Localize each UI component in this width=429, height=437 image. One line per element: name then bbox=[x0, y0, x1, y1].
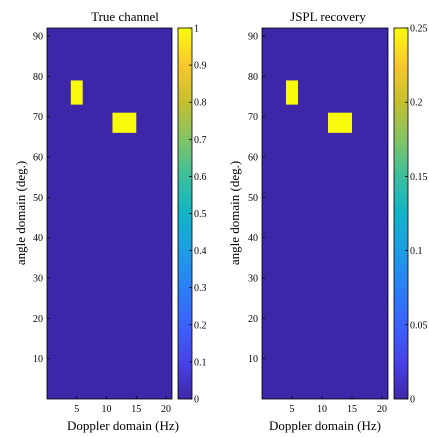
colorbar: 0 0.1 0.2 0.3 0.4 0.5 0.6 0.7 0.8 0.9 1 bbox=[177, 24, 207, 406]
y-tick-label: 80 bbox=[33, 72, 43, 83]
x-tick-label: 10 bbox=[317, 404, 327, 415]
chart-title: True channel bbox=[91, 9, 159, 24]
colorbar-tick-label: 0.1 bbox=[194, 357, 207, 368]
x-tick-label: 20 bbox=[161, 404, 171, 415]
y-tick-label: 20 bbox=[248, 314, 258, 325]
y-tick-label: 60 bbox=[33, 153, 43, 164]
colorbar-ticks: 0 0.1 0.2 0.3 0.4 0.5 0.6 0.7 0.8 0.9 1 bbox=[189, 24, 207, 406]
y-tick-label: 10 bbox=[33, 354, 43, 365]
y-tick-label: 30 bbox=[248, 274, 258, 285]
y-tick-label: 60 bbox=[248, 153, 258, 164]
x-axis-ticks: 5 10 15 20 bbox=[290, 396, 387, 415]
y-tick-label: 70 bbox=[33, 112, 43, 123]
y-axis-ticks: 10 20 30 40 50 60 70 80 90 bbox=[33, 32, 50, 365]
y-axis-ticks: 10 20 30 40 50 60 70 80 90 bbox=[248, 32, 265, 365]
y-tick-label: 90 bbox=[33, 32, 43, 43]
colorbar-tick-label: 0.9 bbox=[194, 61, 207, 72]
colorbar-tick-label: 0.7 bbox=[194, 135, 207, 146]
plot-frame bbox=[261, 27, 389, 400]
colorbar-tick-label: 0.2 bbox=[194, 320, 207, 331]
x-axis-label: Doppler domain (Hz) bbox=[67, 418, 179, 433]
heatmap-background bbox=[47, 28, 172, 399]
colorbar-tick-label: 1 bbox=[194, 24, 199, 35]
panel-true-channel: True channel 5 10 15 20 102030405060708090 … bbox=[13, 9, 207, 433]
x-tick-label: 5 bbox=[74, 404, 79, 415]
heatmap-cell bbox=[286, 80, 298, 105]
colorbar-gradient bbox=[394, 28, 408, 399]
y-tick-label: 10 bbox=[248, 354, 258, 365]
x-tick-label: 5 bbox=[290, 404, 295, 415]
heatmap-plot: 5 10 15 20 10 20 30 40 50 60 70 80 90 bbox=[33, 27, 173, 415]
plot-frame bbox=[46, 27, 173, 400]
colorbar-tick-label: 0.05 bbox=[410, 320, 428, 331]
y-axis-label: angle domain (deg.) bbox=[227, 161, 242, 265]
panel-jspl-recovery: JSPL recovery 5 10 15 20 10 20 30 40 50 60 70 80 90… bbox=[227, 9, 428, 433]
y-tick-label: 90 bbox=[248, 32, 258, 43]
y-tick-label: 40 bbox=[33, 233, 43, 244]
y-axis-label: angle domain (deg.) bbox=[13, 161, 28, 265]
x-tick-label: 10 bbox=[102, 404, 112, 415]
x-tick-label: 15 bbox=[131, 404, 141, 415]
colorbar-tick-label: 0.15 bbox=[410, 172, 428, 183]
y-tick-label: 30 bbox=[33, 274, 43, 285]
colorbar-tick-label: 0.2 bbox=[410, 98, 423, 109]
heatmap-regions bbox=[286, 80, 352, 133]
heatmap-cell bbox=[70, 80, 83, 105]
colorbar-tick-label: 0.5 bbox=[194, 209, 207, 220]
y-tick-label: 70 bbox=[248, 112, 258, 123]
heatmap-cell bbox=[112, 112, 137, 133]
colorbar-tick-label: 0.1 bbox=[410, 246, 423, 257]
colorbar-ticks: 0 0.05 0.1 0.15 0.2 0.25 bbox=[405, 24, 428, 406]
colorbar-tick-label: 0.6 bbox=[194, 172, 207, 183]
heatmap-plot: 5 10 15 20 10 20 30 40 50 60 70 80 90 bbox=[248, 27, 389, 415]
y-tick-label: 50 bbox=[33, 193, 43, 204]
colorbar: 0 0.05 0.1 0.15 0.2 0.25 bbox=[393, 24, 428, 406]
colorbar-tick-label: 0 bbox=[410, 395, 415, 406]
heatmap-background bbox=[262, 28, 388, 399]
y-tick-label: 50 bbox=[248, 193, 258, 204]
colorbar-tick-label: 0.25 bbox=[410, 24, 428, 35]
chart-title: JSPL recovery bbox=[290, 9, 366, 24]
y-tick-label: 20 bbox=[33, 314, 43, 325]
heatmap-cell bbox=[328, 112, 352, 133]
y-tick-label: 40 bbox=[248, 233, 258, 244]
x-tick-label: 20 bbox=[377, 404, 387, 415]
x-axis-ticks: 5 10 15 20 bbox=[74, 396, 171, 415]
colorbar-frame bbox=[393, 27, 409, 400]
x-tick-label: 15 bbox=[347, 404, 357, 415]
colorbar-tick-label: 0.3 bbox=[194, 283, 207, 294]
colorbar-gradient bbox=[178, 28, 192, 399]
colorbar-tick-label: 0 bbox=[194, 395, 199, 406]
y-tick-label: 80 bbox=[248, 72, 258, 83]
heatmap-regions bbox=[70, 80, 137, 133]
x-axis-label: Doppler domain (Hz) bbox=[269, 418, 381, 433]
colorbar-tick-label: 0.4 bbox=[194, 246, 207, 257]
colorbar-tick-label: 0.8 bbox=[194, 98, 207, 109]
